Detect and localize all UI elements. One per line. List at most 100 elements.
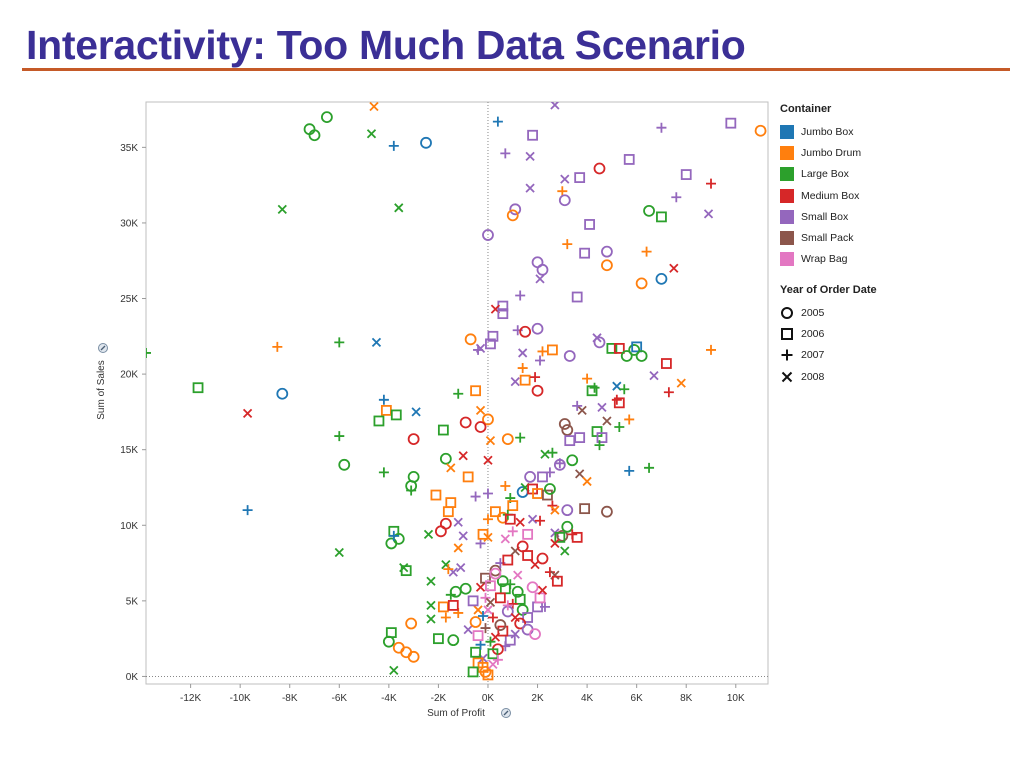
data-point[interactable]: [676, 378, 686, 388]
data-point[interactable]: [593, 336, 606, 349]
data-point[interactable]: [597, 402, 607, 412]
data-point[interactable]: [459, 416, 472, 429]
legend-item-container[interactable]: Large Box: [780, 164, 877, 185]
data-point[interactable]: [463, 624, 473, 635]
y-axis-pin-icon[interactable]: [98, 343, 108, 353]
data-point[interactable]: [445, 497, 457, 508]
data-point[interactable]: [272, 341, 283, 352]
legend-item-container[interactable]: Small Box: [780, 206, 877, 227]
data-point[interactable]: [502, 554, 514, 566]
data-point[interactable]: [334, 431, 345, 442]
data-point[interactable]: [443, 564, 454, 575]
data-point[interactable]: [582, 373, 593, 384]
data-point[interactable]: [480, 623, 491, 634]
data-point[interactable]: [535, 274, 545, 284]
data-point[interactable]: [511, 585, 524, 598]
data-point[interactable]: [669, 263, 679, 273]
data-point[interactable]: [641, 246, 652, 257]
data-point[interactable]: [510, 629, 520, 639]
data-point[interactable]: [620, 350, 633, 362]
data-point[interactable]: [558, 194, 571, 207]
data-point[interactable]: [487, 648, 499, 660]
legend-item-container[interactable]: Small Pack: [780, 227, 877, 248]
data-point[interactable]: [524, 470, 537, 483]
data-point[interactable]: [475, 582, 486, 592]
data-point[interactable]: [601, 505, 613, 518]
data-point[interactable]: [458, 451, 468, 461]
data-point[interactable]: [378, 467, 389, 478]
data-point[interactable]: [474, 421, 487, 433]
data-point[interactable]: [501, 433, 514, 446]
data-point[interactable]: [550, 505, 560, 515]
data-point[interactable]: [439, 452, 452, 465]
data-point[interactable]: [544, 483, 556, 495]
data-point[interactable]: [571, 291, 583, 303]
data-point[interactable]: [584, 219, 595, 230]
data-point[interactable]: [537, 471, 548, 483]
data-point[interactable]: [521, 623, 534, 636]
data-point[interactable]: [500, 148, 511, 159]
data-point[interactable]: [467, 666, 479, 678]
data-point[interactable]: [635, 277, 648, 290]
data-point[interactable]: [560, 174, 570, 184]
data-point[interactable]: [500, 480, 511, 491]
data-point[interactable]: [547, 447, 558, 458]
data-point[interactable]: [411, 407, 421, 417]
data-point[interactable]: [596, 432, 608, 443]
data-point[interactable]: [558, 418, 571, 430]
data-point[interactable]: [519, 325, 532, 338]
data-point[interactable]: [507, 598, 518, 609]
data-point[interactable]: [706, 344, 717, 355]
data-point[interactable]: [547, 500, 558, 511]
data-point[interactable]: [482, 488, 493, 499]
data-point[interactable]: [380, 404, 392, 416]
data-point[interactable]: [522, 612, 534, 623]
legend-item-year[interactable]: 2008: [780, 366, 877, 387]
data-point[interactable]: [483, 605, 493, 615]
data-point[interactable]: [574, 172, 586, 183]
data-point[interactable]: [453, 388, 464, 399]
data-point[interactable]: [434, 525, 447, 538]
data-point[interactable]: [321, 111, 333, 124]
data-point[interactable]: [516, 540, 529, 553]
data-point[interactable]: [420, 136, 432, 149]
data-point[interactable]: [338, 458, 351, 471]
data-point[interactable]: [483, 455, 493, 465]
data-point[interactable]: [586, 385, 598, 397]
data-point[interactable]: [382, 635, 395, 648]
data-point[interactable]: [458, 531, 468, 541]
data-point[interactable]: [602, 416, 612, 426]
data-point[interactable]: [485, 636, 496, 647]
data-point[interactable]: [470, 491, 481, 502]
data-point[interactable]: [628, 344, 641, 356]
data-point[interactable]: [601, 259, 613, 272]
data-point[interactable]: [550, 538, 560, 549]
data-point[interactable]: [405, 617, 418, 630]
data-point[interactable]: [579, 247, 591, 259]
data-point[interactable]: [560, 546, 570, 556]
data-point[interactable]: [446, 463, 456, 473]
data-point[interactable]: [510, 612, 520, 623]
data-point[interactable]: [531, 384, 544, 397]
data-point[interactable]: [613, 397, 625, 409]
data-point[interactable]: [514, 617, 527, 630]
legend-item-year[interactable]: 2007: [780, 345, 877, 366]
data-point[interactable]: [554, 531, 566, 543]
data-point[interactable]: [522, 528, 534, 540]
data-point[interactable]: [509, 203, 522, 216]
data-point[interactable]: [611, 394, 622, 405]
data-point[interactable]: [529, 628, 541, 641]
data-point[interactable]: [373, 415, 385, 427]
data-point[interactable]: [440, 612, 451, 623]
data-point[interactable]: [540, 449, 550, 459]
data-point[interactable]: [593, 162, 606, 175]
data-point[interactable]: [551, 575, 563, 587]
data-point[interactable]: [426, 614, 436, 624]
data-point[interactable]: [504, 634, 516, 646]
data-point[interactable]: [492, 116, 503, 127]
data-point[interactable]: [308, 129, 321, 142]
data-point[interactable]: [635, 350, 648, 362]
data-point[interactable]: [334, 337, 345, 348]
data-point[interactable]: [470, 646, 481, 658]
data-point[interactable]: [556, 529, 569, 542]
